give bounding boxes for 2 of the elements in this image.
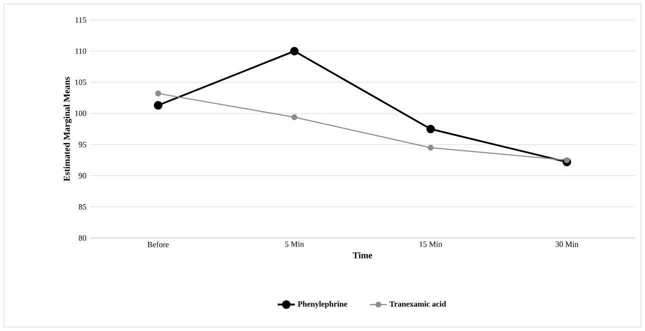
y-axis-title: Estimated Marginal Means [63, 76, 72, 182]
x-axis-title: Time [352, 252, 372, 258]
